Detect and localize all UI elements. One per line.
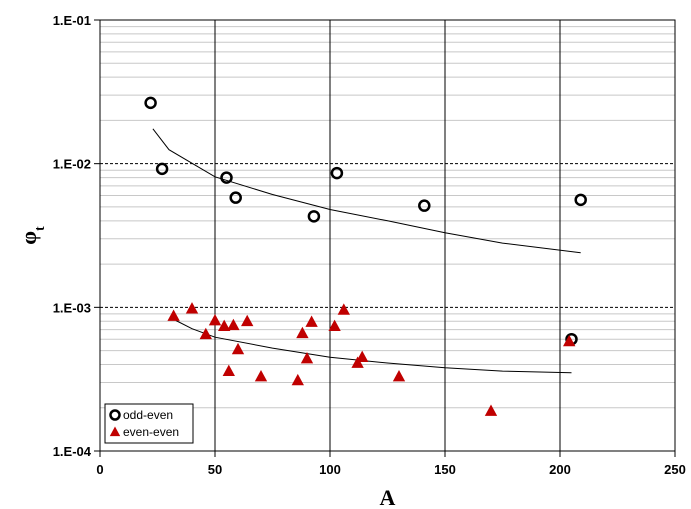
- minor-grid: [100, 26, 675, 409]
- point-even-even: [199, 327, 212, 340]
- point-even-even: [208, 313, 222, 326]
- point-even-even: [337, 303, 350, 315]
- point-even-even: [227, 318, 240, 331]
- point-odd-even: [144, 96, 157, 110]
- x-tick-label: 0: [96, 462, 103, 477]
- plot-area: [99, 19, 676, 452]
- point-odd-even: [229, 191, 242, 204]
- point-even-even: [328, 319, 341, 331]
- point-odd-even: [418, 199, 431, 212]
- major-grid: [100, 20, 675, 451]
- y-axis-title-subscript: t: [33, 226, 48, 231]
- point-odd-even: [330, 166, 344, 180]
- y-axis-ticks: 1.E-04 1.E-03 1.E-02 1.E-01: [53, 13, 100, 459]
- y-tick-label: 1.E-03: [53, 300, 91, 315]
- point-even-even: [254, 370, 268, 382]
- trend-line-even-even: [175, 320, 572, 374]
- point-even-even: [563, 334, 576, 347]
- x-axis-ticks: 0 50 100 150 200 250: [96, 451, 686, 477]
- x-tick-label: 200: [549, 462, 571, 477]
- legend-label-odd-even: odd-even: [123, 408, 173, 422]
- point-odd-even: [307, 210, 321, 223]
- x-tick-label: 50: [208, 462, 222, 477]
- point-odd-even: [155, 162, 169, 176]
- x-tick-label: 250: [664, 462, 686, 477]
- point-even-even: [231, 342, 245, 355]
- point-even-even: [241, 314, 254, 327]
- x-tick-label: 150: [434, 462, 456, 477]
- point-odd-even: [574, 193, 587, 207]
- point-even-even: [356, 350, 369, 363]
- point-odd-even: [220, 171, 233, 184]
- legend-marker-odd-even: [109, 409, 121, 421]
- y-tick-label: 1.E-04: [53, 444, 92, 459]
- point-even-even: [296, 326, 309, 339]
- y-axis-title-symbol: φ: [16, 231, 41, 245]
- legend-label-even-even: even-even: [123, 425, 179, 439]
- legend-marker-even-even: [109, 426, 121, 437]
- point-even-even: [300, 352, 314, 364]
- point-even-even: [305, 315, 318, 327]
- legend-box: [104, 403, 194, 444]
- point-even-even: [484, 404, 498, 416]
- legend: odd-even even-even: [104, 403, 194, 444]
- point-even-even: [392, 370, 406, 382]
- x-tick-label: 100: [319, 462, 341, 477]
- y-tick-label: 1.E-01: [53, 13, 91, 28]
- point-even-even: [167, 309, 180, 321]
- point-even-even: [222, 364, 235, 376]
- point-even-even: [185, 302, 199, 314]
- x-axis-title: A: [380, 485, 396, 509]
- data-points: [144, 96, 587, 416]
- trend-lines: [152, 128, 581, 374]
- point-even-even: [218, 319, 231, 331]
- point-even-even: [351, 356, 364, 368]
- y-axis-title: φt: [16, 226, 48, 245]
- point-even-even: [291, 373, 304, 386]
- trend-line-odd-even: [152, 128, 581, 254]
- y-tick-label: 1.E-02: [53, 157, 91, 172]
